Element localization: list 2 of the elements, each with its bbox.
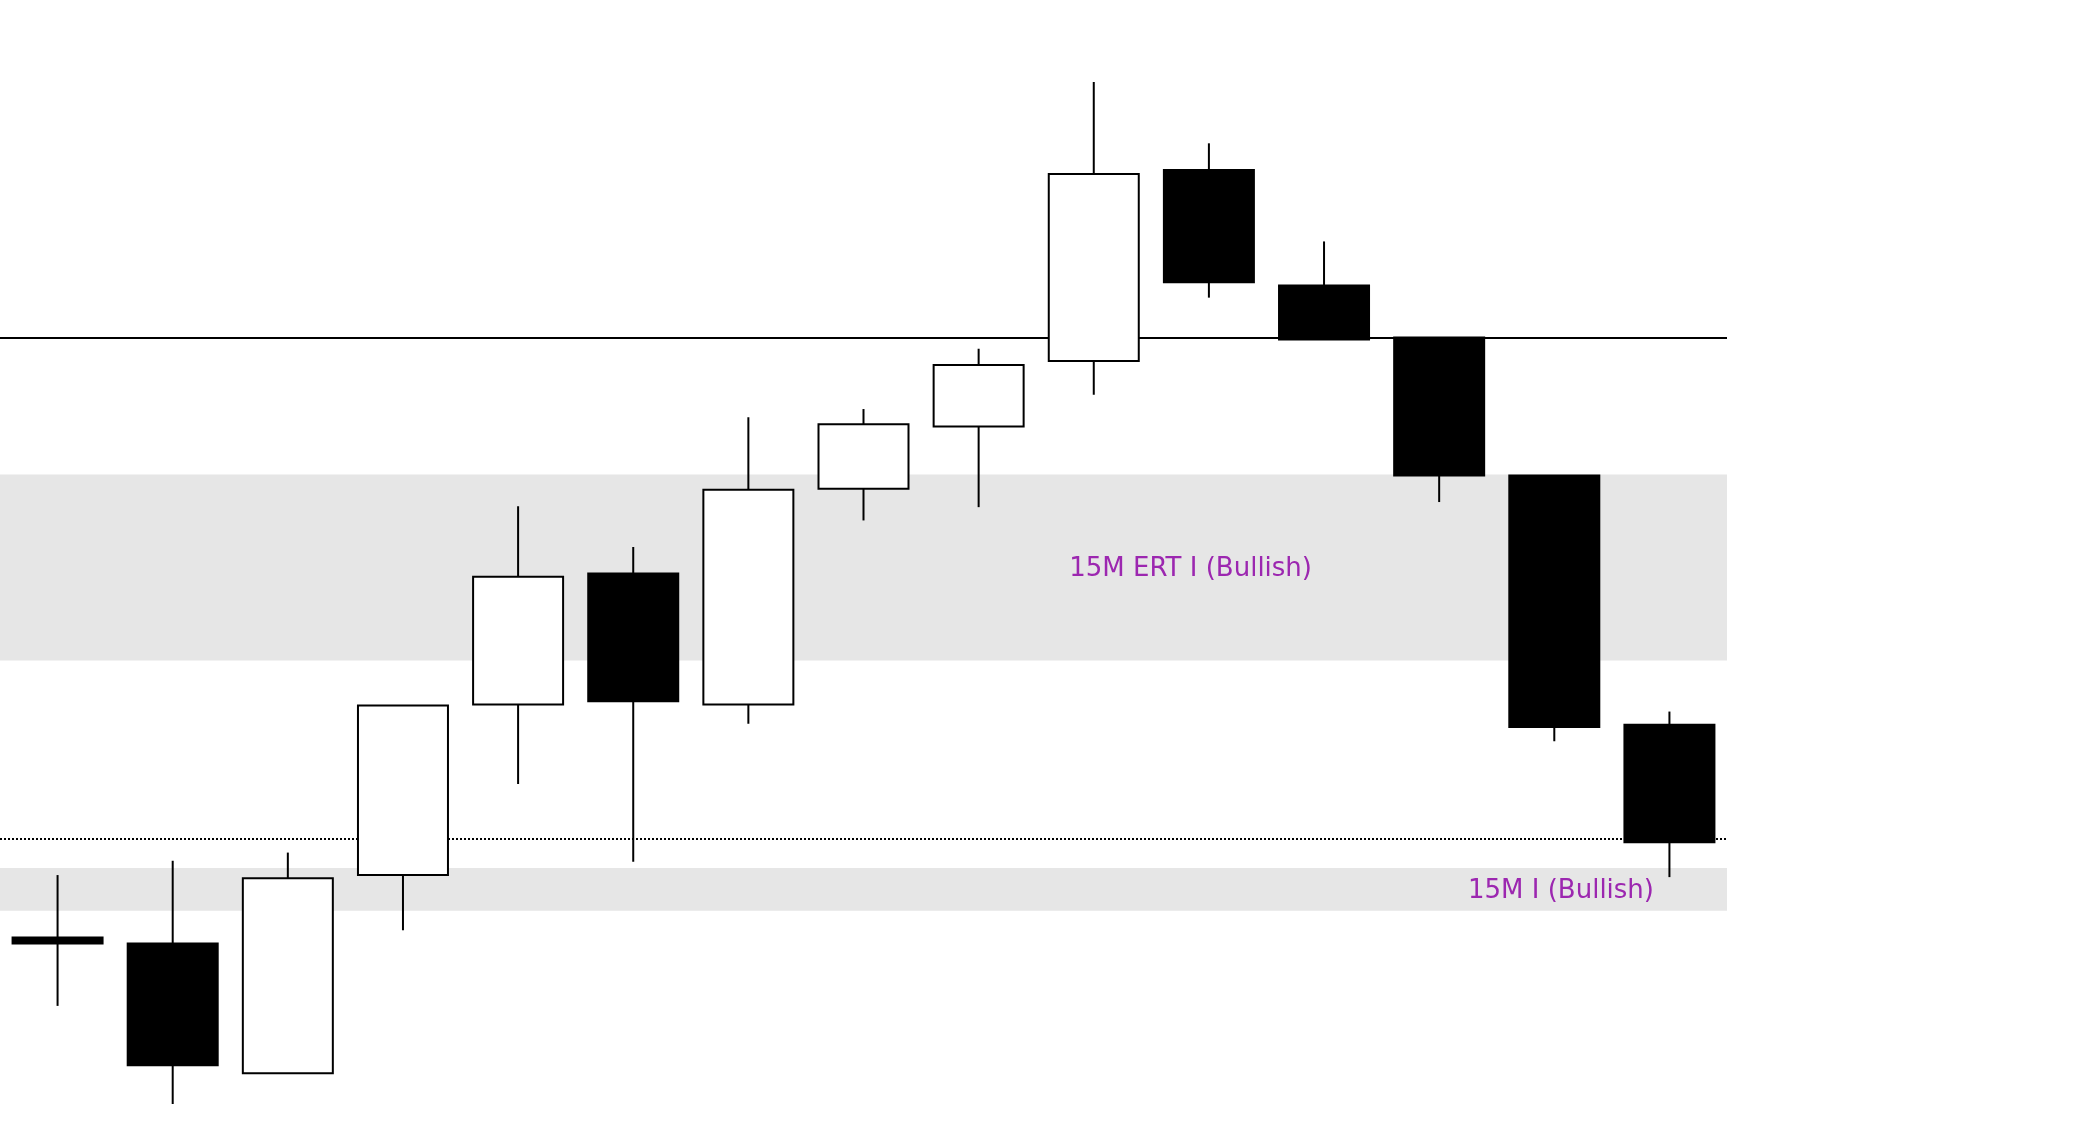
band-label: 15M ERT I (Bullish) [1069,552,1312,583]
band-label: 15M I (Bullish) [1467,874,1654,905]
